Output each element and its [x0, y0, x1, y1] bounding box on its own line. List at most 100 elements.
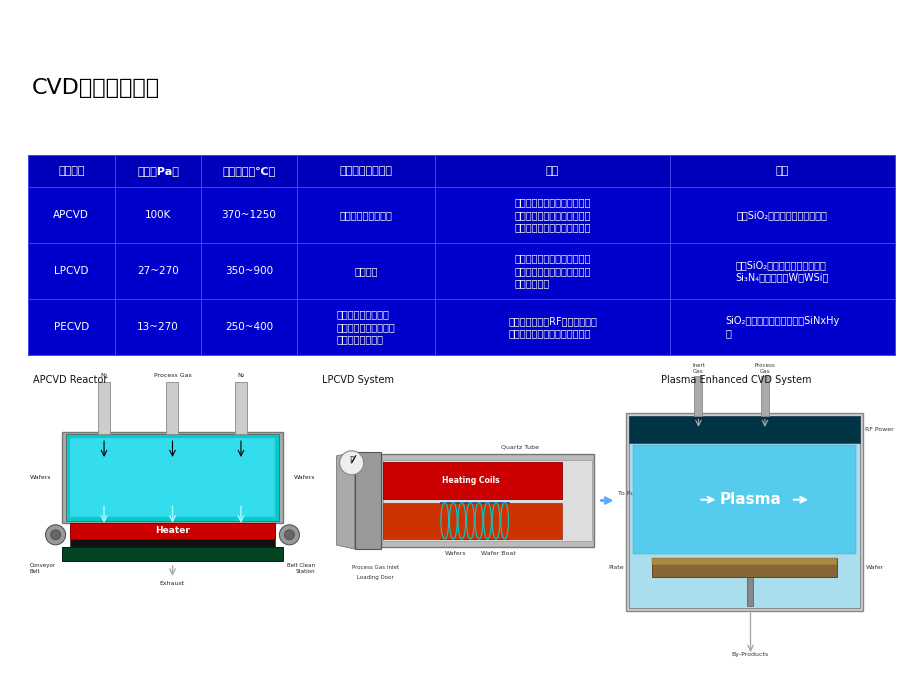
Text: Heating Coils: Heating Coils: [441, 475, 499, 484]
Bar: [629, 416, 859, 608]
Text: RF Power: RF Power: [865, 427, 893, 433]
Text: Wafers: Wafers: [30, 475, 51, 480]
Bar: [98, 382, 110, 434]
Text: Wafer: Wafer: [865, 565, 882, 570]
Bar: [28, 187, 115, 243]
Bar: [380, 454, 594, 547]
Text: 设备需要真空系统，生产效率
高，高纯度和均一性，一致的
台阶覆盖能力: 设备需要真空系统，生产效率 高，高纯度和均一性，一致的 台阶覆盖能力: [514, 254, 590, 288]
Text: To Pump: To Pump: [618, 491, 644, 497]
Bar: [382, 462, 562, 498]
Bar: [626, 413, 862, 611]
Text: Process Gas: Process Gas: [153, 373, 191, 378]
Bar: [115, 187, 201, 243]
Text: 13~270: 13~270: [137, 322, 178, 332]
Bar: [629, 416, 859, 443]
Bar: [435, 243, 669, 299]
Text: 设备简单，生产效率低，片与
片之间均匀性差，台阶覆盖能
力差，易产生雾状颗粒、粉末: 设备简单，生产效率低，片与 片之间均匀性差，台阶覆盖能 力差，易产生雾状颗粒、粉…: [514, 197, 590, 233]
Text: Heater: Heater: [155, 526, 189, 535]
Bar: [70, 437, 275, 517]
Bar: [760, 376, 768, 416]
Bar: [28, 155, 115, 187]
Bar: [70, 539, 275, 546]
Text: Quartz Tube: Quartz Tube: [500, 445, 538, 450]
Bar: [632, 445, 856, 554]
Bar: [234, 382, 246, 434]
Text: Loading Door: Loading Door: [357, 575, 393, 580]
Text: 350~900: 350~900: [225, 266, 273, 276]
Bar: [115, 155, 201, 187]
Text: 电阻加热: 电阻加热: [354, 266, 378, 276]
Text: Wafer Boat: Wafer Boat: [481, 551, 515, 556]
Text: Process Gas Inlet: Process Gas Inlet: [352, 565, 399, 570]
Text: LPCVD: LPCVD: [54, 266, 88, 276]
Bar: [382, 460, 592, 541]
Bar: [65, 434, 279, 521]
Text: PECVD: PECVD: [53, 322, 89, 332]
Text: 100K: 100K: [144, 210, 171, 220]
Circle shape: [284, 530, 294, 540]
Text: 应用: 应用: [775, 166, 789, 176]
Circle shape: [51, 530, 61, 540]
Text: 压力（Pa）: 压力（Pa）: [137, 166, 179, 176]
Text: Wafers: Wafers: [444, 551, 466, 556]
Text: 反应能量提供方式: 反应能量提供方式: [339, 166, 392, 176]
Text: Plasma Enhanced CVD System: Plasma Enhanced CVD System: [660, 375, 811, 385]
Text: Process
Gas: Process Gas: [754, 363, 775, 374]
Text: 250~400: 250~400: [225, 322, 273, 332]
Bar: [201, 187, 297, 243]
Bar: [297, 187, 435, 243]
Text: SiO₂（掺杂或者不掺杂）、SiNxHy
等: SiO₂（掺杂或者不掺杂）、SiNxHy 等: [724, 316, 838, 338]
Text: 特点: 特点: [545, 166, 559, 176]
Bar: [652, 558, 836, 578]
Bar: [694, 376, 702, 416]
Bar: [115, 243, 201, 299]
Bar: [435, 187, 669, 243]
Text: 射频能量激活气体分
子，产生等离子体（衬
底需用电阻加热）: 射频能量激活气体分 子，产生等离子体（衬 底需用电阻加热）: [336, 310, 395, 344]
Bar: [115, 299, 201, 355]
Text: Conveyor
Belt: Conveyor Belt: [30, 563, 56, 573]
Bar: [28, 299, 115, 355]
Bar: [166, 382, 178, 434]
Bar: [297, 155, 435, 187]
Text: 淀积方法: 淀积方法: [58, 166, 85, 176]
Text: Exhaust: Exhaust: [160, 581, 185, 586]
Text: P: P: [349, 456, 354, 465]
Bar: [435, 155, 669, 187]
Text: N₂: N₂: [100, 373, 108, 378]
Circle shape: [46, 525, 65, 545]
Text: 淀积温度（℃）: 淀积温度（℃）: [222, 166, 276, 176]
Bar: [201, 299, 297, 355]
Text: Inert
Gas: Inert Gas: [691, 363, 704, 374]
Text: Belt Clean
Station: Belt Clean Station: [287, 563, 314, 573]
Text: Wafers: Wafers: [293, 475, 314, 480]
Text: 370~1250: 370~1250: [221, 210, 277, 220]
Text: Plate: Plate: [607, 565, 623, 570]
Bar: [62, 546, 283, 561]
Bar: [669, 155, 894, 187]
Bar: [201, 243, 297, 299]
Text: 高温SiO₂（掺杂或者不掺杂）、
Si₃N₄、多晶硅、W、WSi等: 高温SiO₂（掺杂或者不掺杂）、 Si₃N₄、多晶硅、W、WSi等: [735, 260, 828, 282]
Text: By-Products: By-Products: [732, 652, 768, 657]
Circle shape: [279, 525, 299, 545]
Bar: [669, 187, 894, 243]
Text: Plasma: Plasma: [719, 492, 780, 507]
Bar: [28, 243, 115, 299]
Bar: [354, 452, 380, 549]
Bar: [382, 502, 562, 539]
Bar: [669, 299, 894, 355]
Text: APCVD: APCVD: [53, 210, 89, 220]
Text: 高频加热、电阻加热: 高频加热、电阻加热: [339, 210, 392, 220]
Bar: [297, 243, 435, 299]
Bar: [746, 578, 753, 606]
Bar: [70, 523, 275, 539]
Text: APCVD Reactor: APCVD Reactor: [33, 375, 108, 385]
Circle shape: [339, 451, 363, 475]
Bar: [297, 299, 435, 355]
Bar: [652, 558, 836, 565]
Bar: [669, 243, 894, 299]
Text: 低温SiO₂（掺杂或者不掺杂）等: 低温SiO₂（掺杂或者不掺杂）等: [736, 210, 827, 220]
Text: N₂: N₂: [237, 373, 244, 378]
Text: 设备需要真空、RF系统、低温，
快速沉淀，好的台阶覆盖能力，: 设备需要真空、RF系统、低温， 快速沉淀，好的台阶覆盖能力，: [507, 316, 596, 338]
Bar: [440, 502, 508, 539]
Bar: [435, 299, 669, 355]
